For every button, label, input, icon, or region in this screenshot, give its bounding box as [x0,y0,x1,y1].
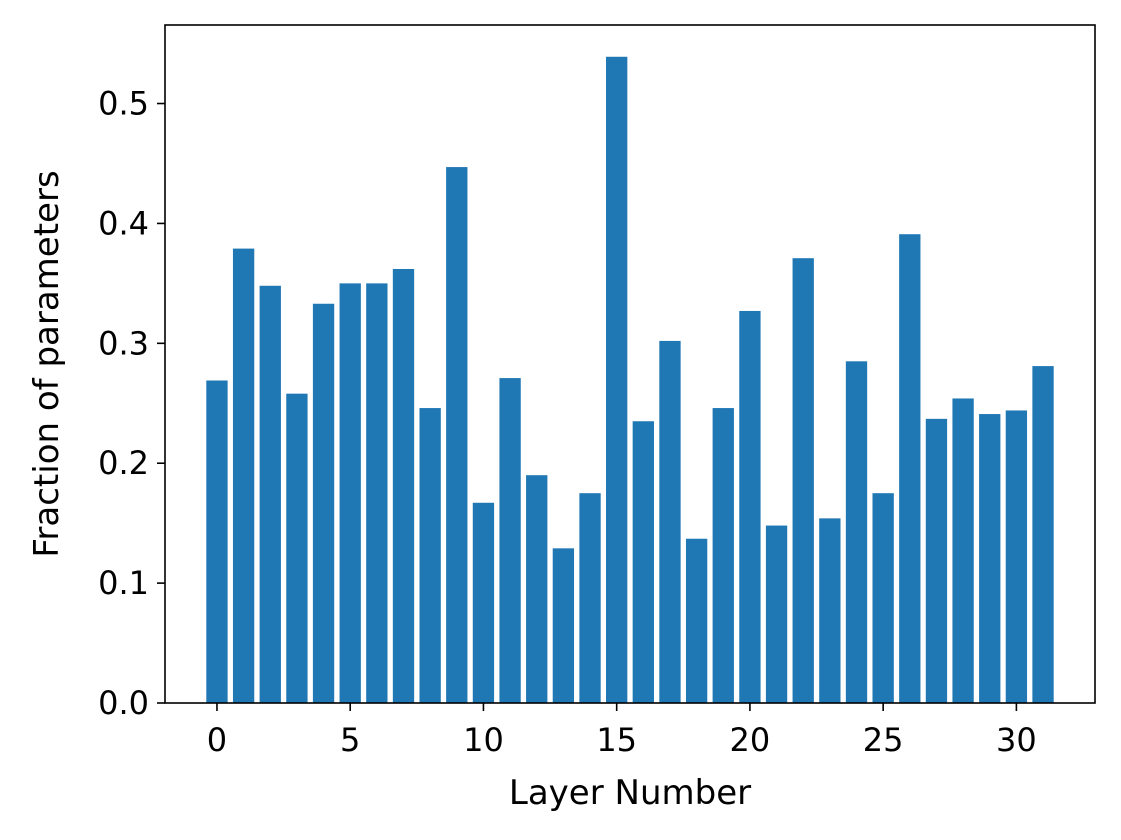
y-tick-label: 0.3 [98,324,149,362]
x-tick-label: 20 [730,721,771,759]
bar-layer-15 [606,56,628,703]
y-tick-label: 0.5 [98,85,149,123]
bar-layer-20 [739,310,761,703]
bar-layer-1 [232,248,255,704]
x-tick-label: 30 [996,721,1037,759]
y-axis-ticks: 0.0 0.1 0.2 0.3 0.4 0.5 [98,85,165,722]
bar-layer-21 [765,525,788,703]
bar-layer-27 [925,418,948,703]
x-tick-label: 10 [463,721,504,759]
bar-layer-14 [579,493,601,703]
bar-layer-8 [419,408,441,703]
bar-layer-19 [712,408,734,703]
x-tick-label: 25 [863,721,904,759]
bar-layer-26 [899,234,921,704]
bar-layer-3 [286,393,308,703]
bar-layer-25 [872,493,894,703]
x-axis-label: Layer Number [509,773,751,813]
y-tick-label: 0.1 [98,564,149,602]
bar-layer-29 [979,414,1001,703]
bar-layer-9 [446,167,468,703]
bar-layer-4 [312,303,335,703]
bar-layer-30 [1005,410,1028,703]
bar-layer-7 [392,268,415,703]
bars-group [206,56,1054,704]
bar-layer-12 [526,475,548,703]
bar-layer-22 [792,258,814,703]
x-axis-ticks: 0 5 10 15 20 25 30 [207,703,1037,759]
bar-layer-5 [339,283,361,703]
bar-layer-17 [659,340,681,703]
bar-layer-6 [366,283,388,703]
y-axis-label: Fraction of parameters [27,170,67,557]
bar-layer-10 [472,502,495,703]
y-tick-label: 0.0 [98,684,149,722]
bar-layer-24 [845,361,868,703]
bar-layer-28 [952,398,974,703]
bar-layer-31 [1032,366,1054,703]
bar-layer-16 [632,421,654,703]
bar-layer-0 [206,380,228,703]
plot-frame [164,24,1096,704]
y-tick-label: 0.2 [98,444,149,482]
bar-layer-11 [499,378,521,703]
x-tick-label: 5 [340,721,360,759]
bar-layer-13 [552,548,575,703]
x-tick-label: 0 [207,721,227,759]
x-tick-label: 15 [596,721,637,759]
y-tick-label: 0.4 [98,204,149,242]
bar-layer-2 [259,285,281,703]
bar-layer-23 [819,518,841,703]
bar-layer-18 [685,538,708,703]
